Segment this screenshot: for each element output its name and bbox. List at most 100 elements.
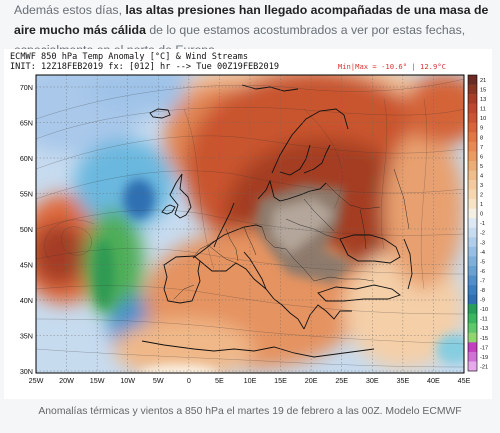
colorbar-swatch xyxy=(468,141,477,152)
colorbar-label: 7 xyxy=(480,145,483,151)
colorbar-swatch xyxy=(468,170,477,181)
colorbar-swatch xyxy=(468,199,477,209)
intro-lead: Además estos días, xyxy=(14,3,126,17)
colorbar-swatch xyxy=(468,342,477,353)
colorbar-label: 2 xyxy=(480,193,483,199)
map-minmax: Min|Max = -10.6° | 12.9°C xyxy=(337,62,446,71)
colorbar-label: -7 xyxy=(480,278,485,284)
lon-tick-label: 25E xyxy=(335,376,348,385)
lat-tick-label: 50N xyxy=(20,225,33,234)
lat-tick-label: 30N xyxy=(20,367,33,376)
lat-tick-label: 45N xyxy=(20,261,33,270)
colorbar-label: -15 xyxy=(480,336,488,342)
lat-tick-label: 70N xyxy=(20,83,33,92)
colorbar-swatch xyxy=(468,332,477,343)
colorbar-label: -21 xyxy=(480,364,488,370)
colorbar-label: 4 xyxy=(480,173,483,179)
ecmwf-map-figure: ECMWF 850 hPa Temp Anomaly [°C] & Wind S… xyxy=(4,49,492,399)
lon-tick-label: 35E xyxy=(396,376,409,385)
colorbar-label: 8 xyxy=(480,135,483,141)
colorbar-label: -9 xyxy=(480,298,485,304)
colorbar-swatch xyxy=(468,160,477,171)
colorbar-swatch xyxy=(468,246,477,257)
colorbar-swatch xyxy=(468,237,477,248)
colorbar-swatch xyxy=(468,189,477,200)
colorbar-frame xyxy=(467,74,478,372)
lon-tick-label: 40E xyxy=(427,376,440,385)
colorbar-swatch xyxy=(468,275,477,286)
colorbar-swatch xyxy=(468,208,477,219)
colorbar-label: -5 xyxy=(480,259,485,265)
colorbar-swatch xyxy=(468,218,477,229)
map-frame xyxy=(35,74,465,374)
colorbar-swatch xyxy=(468,265,477,276)
colorbar-label: 1 xyxy=(480,202,483,208)
lon-tick-label: 20W xyxy=(59,376,74,385)
colorbar-swatch xyxy=(468,180,477,190)
colorbar-swatch xyxy=(468,285,477,295)
colorbar-swatch xyxy=(468,113,477,124)
colorbar-label: -8 xyxy=(480,288,485,294)
lon-tick-label: 5E xyxy=(215,376,224,385)
colorbar-label: 11 xyxy=(480,107,486,113)
colorbar-swatch xyxy=(468,351,477,362)
lon-tick-label: 5W xyxy=(153,376,164,385)
colorbar-label: -17 xyxy=(480,345,488,351)
latitude-axis: 70N 65N 60N 55N 50N 45N 40N 35N 30N xyxy=(20,83,33,376)
lon-tick-label: 10W xyxy=(120,376,135,385)
lon-tick-label: 25W xyxy=(29,376,44,385)
lon-tick-label: 0 xyxy=(187,376,191,385)
colorbar-label: -10 xyxy=(480,307,488,313)
colorbar-label: -2 xyxy=(480,231,485,237)
colorbar-label: -13 xyxy=(480,326,488,332)
colorbar-label: -1 xyxy=(480,221,485,227)
map-title: ECMWF 850 hPa Temp Anomaly [°C] & Wind S… xyxy=(10,52,248,62)
colorbar-label: -4 xyxy=(480,250,485,256)
colorbar-label: 15 xyxy=(480,88,486,94)
colorbar-swatch xyxy=(468,313,477,324)
colorbar-swatch xyxy=(468,132,477,143)
colorbar-swatch xyxy=(468,256,477,267)
map-init: INIT: 12Z18FEB2019 fx: [012] hr --> Tue … xyxy=(10,62,280,72)
colorbar-label: 5 xyxy=(480,164,483,170)
lat-tick-label: 40N xyxy=(20,296,33,305)
colorbar-swatch xyxy=(468,294,477,305)
lon-tick-label: 20E xyxy=(305,376,318,385)
anomaly-field xyxy=(36,75,464,373)
intro-paragraph: Además estos días, las altas presiones h… xyxy=(14,0,490,60)
colorbar-swatch xyxy=(468,122,477,133)
colorbar-label: -19 xyxy=(480,355,488,361)
colorbar-label: 0 xyxy=(480,212,483,218)
lon-tick-label: 10E xyxy=(244,376,257,385)
colorbar-swatch xyxy=(468,75,477,85)
colorbar-label: -6 xyxy=(480,269,485,275)
colorbar-swatch xyxy=(468,227,477,238)
lon-tick-label: 45E xyxy=(458,376,471,385)
lat-tick-label: 35N xyxy=(20,332,33,341)
lon-tick-label: 15E xyxy=(274,376,287,385)
temperature-colorbar: 21151311109876543210-1-2-3-4-5-6-7-8-9-1… xyxy=(467,74,488,372)
colorbar-swatch xyxy=(468,323,477,334)
lon-tick-label: 15W xyxy=(90,376,105,385)
colorbar-swatch xyxy=(468,84,477,95)
figure-caption: Anomalías térmicas y vientos a 850 hPa e… xyxy=(38,406,462,417)
colorbar-swatch xyxy=(468,103,477,114)
colorbar-label: -11 xyxy=(480,317,488,323)
coastlines xyxy=(141,84,413,358)
lat-tick-label: 65N xyxy=(20,119,33,128)
lon-tick-label: 30E xyxy=(366,376,379,385)
lat-tick-label: 55N xyxy=(20,190,33,199)
colorbar-swatch xyxy=(468,304,477,315)
colorbar-label: 6 xyxy=(480,154,483,160)
colorbar-label: 10 xyxy=(480,116,486,122)
colorbar-swatch xyxy=(468,151,477,162)
longitude-axis: 25W 20W 15W 10W 5W 0 5E 10E 15E 20E 25E 30E 35E 40E 45… xyxy=(29,376,471,385)
lat-tick-label: 60N xyxy=(20,154,33,163)
colorbar-swatch xyxy=(468,361,477,372)
colorbar-label: -3 xyxy=(480,240,485,246)
colorbar-label: 21 xyxy=(480,78,486,84)
colorbar-label: 3 xyxy=(480,183,483,189)
colorbar-swatch xyxy=(468,94,477,104)
colorbar-label: 13 xyxy=(480,97,486,103)
